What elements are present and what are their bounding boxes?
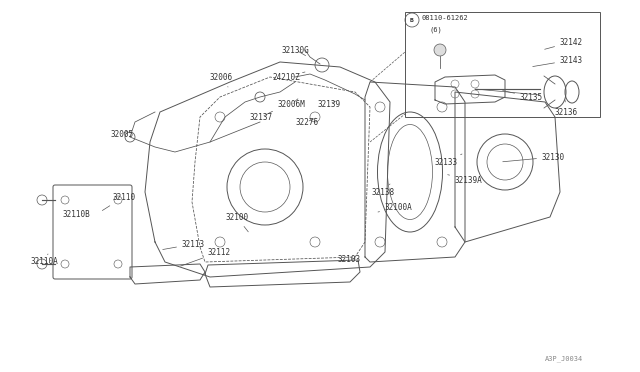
- Text: 32139A: 32139A: [448, 175, 483, 185]
- Text: 32006: 32006: [210, 73, 233, 87]
- Text: 32113: 32113: [163, 240, 205, 250]
- Circle shape: [255, 92, 265, 102]
- Circle shape: [37, 195, 47, 205]
- Bar: [405, 12, 600, 117]
- Text: 32135: 32135: [502, 91, 543, 102]
- Text: 32006M: 32006M: [278, 99, 306, 109]
- Text: 32276: 32276: [295, 118, 318, 126]
- Text: 32130G: 32130G: [282, 45, 310, 55]
- Text: 32103: 32103: [338, 256, 361, 264]
- Text: 32143: 32143: [532, 55, 583, 67]
- Text: 32100A: 32100A: [378, 202, 413, 212]
- Text: 32133: 32133: [435, 154, 462, 167]
- Text: 32110A: 32110A: [30, 254, 58, 266]
- Text: 32142: 32142: [545, 38, 583, 49]
- Text: 32136: 32136: [555, 100, 578, 116]
- Text: 32005: 32005: [110, 129, 133, 138]
- Circle shape: [434, 44, 446, 56]
- Text: 32138: 32138: [372, 184, 395, 196]
- Text: 32137: 32137: [250, 111, 273, 122]
- Text: 32130: 32130: [503, 153, 565, 162]
- Text: 32100: 32100: [225, 212, 248, 232]
- Text: 32110: 32110: [102, 192, 135, 211]
- Text: A3P_J0034: A3P_J0034: [545, 355, 583, 362]
- Circle shape: [125, 132, 135, 142]
- Text: 24210Z: 24210Z: [272, 72, 305, 81]
- Circle shape: [37, 259, 47, 269]
- Text: B: B: [410, 17, 414, 22]
- Text: 08110-61262: 08110-61262: [422, 15, 468, 21]
- Text: 32139: 32139: [318, 99, 341, 109]
- Text: 32112: 32112: [180, 247, 231, 266]
- Text: (6): (6): [430, 27, 443, 33]
- Text: 32110B: 32110B: [62, 209, 90, 218]
